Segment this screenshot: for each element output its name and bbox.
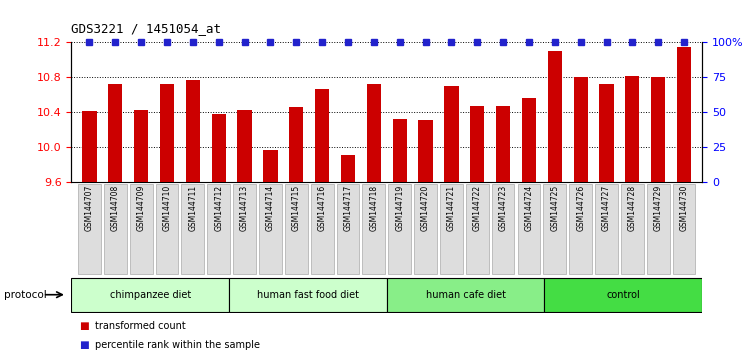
Text: GSM144708: GSM144708 <box>111 185 120 232</box>
Bar <box>212 114 226 354</box>
Bar <box>547 51 562 354</box>
Text: ■: ■ <box>79 321 89 331</box>
Bar <box>108 84 122 354</box>
Bar <box>134 110 148 354</box>
Text: GSM144716: GSM144716 <box>318 185 327 232</box>
FancyBboxPatch shape <box>621 184 644 274</box>
Bar <box>264 150 278 354</box>
Text: human fast food diet: human fast food diet <box>257 290 359 300</box>
Text: chimpanzee diet: chimpanzee diet <box>110 290 191 300</box>
Bar <box>626 76 640 354</box>
Text: GSM144729: GSM144729 <box>653 185 662 232</box>
FancyBboxPatch shape <box>388 184 411 274</box>
Text: GSM144730: GSM144730 <box>680 185 689 232</box>
FancyBboxPatch shape <box>182 184 204 274</box>
Bar <box>160 84 174 354</box>
Text: GSM144718: GSM144718 <box>369 185 379 231</box>
FancyBboxPatch shape <box>569 184 592 274</box>
Text: GSM144724: GSM144724 <box>524 185 533 232</box>
Text: protocol: protocol <box>4 290 47 300</box>
Text: GDS3221 / 1451054_at: GDS3221 / 1451054_at <box>71 22 222 35</box>
Bar <box>237 110 252 354</box>
Text: GSM144719: GSM144719 <box>395 185 404 232</box>
FancyBboxPatch shape <box>363 184 385 274</box>
FancyBboxPatch shape <box>259 184 282 274</box>
FancyBboxPatch shape <box>492 184 514 274</box>
Text: GSM144711: GSM144711 <box>189 185 198 231</box>
FancyBboxPatch shape <box>466 184 489 274</box>
FancyBboxPatch shape <box>673 184 695 274</box>
FancyBboxPatch shape <box>414 184 437 274</box>
Bar <box>574 78 588 354</box>
Text: GSM144710: GSM144710 <box>162 185 171 232</box>
Bar <box>470 106 484 354</box>
FancyBboxPatch shape <box>336 184 360 274</box>
FancyBboxPatch shape <box>285 184 308 274</box>
Text: GSM144723: GSM144723 <box>499 185 508 232</box>
Bar <box>341 155 355 354</box>
FancyBboxPatch shape <box>440 184 463 274</box>
FancyBboxPatch shape <box>71 278 229 312</box>
Text: GSM144709: GSM144709 <box>137 185 146 232</box>
Bar <box>185 80 200 354</box>
Bar <box>445 86 459 354</box>
FancyBboxPatch shape <box>311 184 333 274</box>
FancyBboxPatch shape <box>104 184 127 274</box>
FancyBboxPatch shape <box>595 184 618 274</box>
FancyBboxPatch shape <box>544 278 702 312</box>
FancyBboxPatch shape <box>234 184 256 274</box>
FancyBboxPatch shape <box>130 184 152 274</box>
Text: percentile rank within the sample: percentile rank within the sample <box>95 340 261 350</box>
Text: human cafe diet: human cafe diet <box>426 290 505 300</box>
Bar <box>651 78 665 354</box>
Text: GSM144726: GSM144726 <box>576 185 585 232</box>
Text: GSM144722: GSM144722 <box>472 185 481 231</box>
Bar <box>677 47 691 354</box>
Bar <box>393 119 407 354</box>
FancyBboxPatch shape <box>544 184 566 274</box>
FancyBboxPatch shape <box>517 184 540 274</box>
FancyBboxPatch shape <box>647 184 670 274</box>
FancyBboxPatch shape <box>229 278 387 312</box>
FancyBboxPatch shape <box>78 184 101 274</box>
Bar <box>315 89 329 354</box>
Text: transformed count: transformed count <box>95 321 186 331</box>
Text: GSM144712: GSM144712 <box>214 185 223 231</box>
Bar <box>599 84 614 354</box>
FancyBboxPatch shape <box>155 184 179 274</box>
FancyBboxPatch shape <box>387 278 544 312</box>
Text: GSM144713: GSM144713 <box>240 185 249 232</box>
FancyBboxPatch shape <box>207 184 230 274</box>
Bar <box>418 120 433 354</box>
Text: GSM144717: GSM144717 <box>343 185 352 232</box>
Text: GSM144714: GSM144714 <box>266 185 275 232</box>
Text: GSM144728: GSM144728 <box>628 185 637 231</box>
Text: GSM144720: GSM144720 <box>421 185 430 232</box>
Text: GSM144721: GSM144721 <box>447 185 456 231</box>
Bar <box>289 107 303 354</box>
Text: GSM144707: GSM144707 <box>85 185 94 232</box>
Bar <box>496 106 510 354</box>
Text: GSM144727: GSM144727 <box>602 185 611 232</box>
Text: ■: ■ <box>79 340 89 350</box>
Bar <box>83 111 97 354</box>
Text: GSM144715: GSM144715 <box>292 185 301 232</box>
Bar <box>366 84 381 354</box>
Text: GSM144725: GSM144725 <box>550 185 559 232</box>
Bar <box>522 98 536 354</box>
Text: control: control <box>607 290 640 300</box>
